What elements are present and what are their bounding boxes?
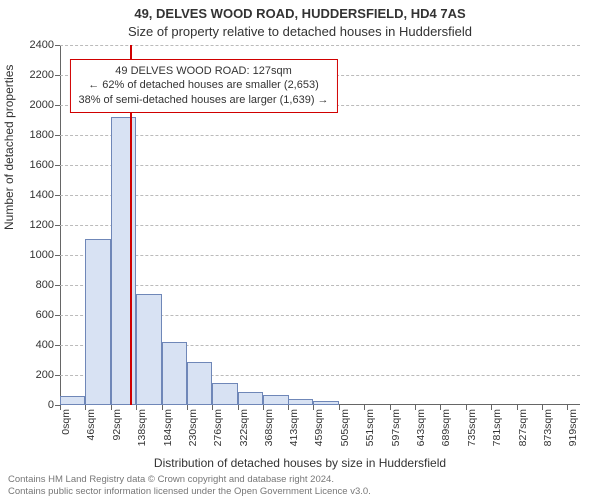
- y-tick-label: 0: [48, 399, 54, 411]
- chart-title-line1: 49, DELVES WOOD ROAD, HUDDERSFIELD, HD4 …: [0, 6, 600, 21]
- annotation-line: 49 DELVES WOOD ROAD: 127sqm: [78, 64, 328, 79]
- histogram-bar: [111, 117, 136, 405]
- y-tick-mark: [55, 105, 60, 106]
- annotation-box: 49 DELVES WOOD ROAD: 127sqm← 62% of deta…: [69, 59, 337, 114]
- x-tick-label: 276sqm: [212, 409, 224, 446]
- histogram-bar: [85, 239, 110, 406]
- y-tick-label: 400: [36, 339, 54, 351]
- histogram-bar: [263, 395, 288, 406]
- y-tick-label: 1000: [30, 249, 54, 261]
- histogram-bar: [313, 401, 338, 406]
- footer-line1: Contains HM Land Registry data © Crown c…: [8, 474, 592, 486]
- y-gridline: [60, 255, 580, 256]
- histogram-bar: [212, 383, 237, 406]
- x-tick-label: 230sqm: [187, 409, 199, 446]
- y-gridline: [60, 285, 580, 286]
- y-gridline: [60, 45, 580, 46]
- y-axis-label: Number of detached properties: [2, 65, 16, 230]
- x-axis-label: Distribution of detached houses by size …: [0, 456, 600, 470]
- x-tick-label: 46sqm: [85, 409, 97, 441]
- x-tick-label: 0sqm: [60, 409, 72, 435]
- y-tick-mark: [55, 195, 60, 196]
- y-tick-mark: [55, 285, 60, 286]
- x-tick-label: 505sqm: [339, 409, 351, 446]
- x-tick-label: 827sqm: [517, 409, 529, 446]
- y-gridline: [60, 165, 580, 166]
- histogram-bar: [238, 392, 263, 406]
- x-tick-label: 551sqm: [364, 409, 376, 446]
- y-tick-mark: [55, 345, 60, 346]
- x-tick-label: 138sqm: [136, 409, 148, 446]
- histogram-bar: [187, 362, 212, 406]
- y-tick-mark: [55, 45, 60, 46]
- y-tick-mark: [55, 375, 60, 376]
- y-tick-mark: [55, 225, 60, 226]
- histogram-bar: [136, 294, 161, 405]
- y-tick-label: 1400: [30, 189, 54, 201]
- y-tick-label: 2000: [30, 99, 54, 111]
- y-tick-label: 800: [36, 279, 54, 291]
- x-tick-label: 873sqm: [542, 409, 554, 446]
- footer-line2: Contains public sector information licen…: [8, 486, 592, 498]
- x-tick-label: 919sqm: [567, 409, 579, 446]
- y-tick-mark: [55, 165, 60, 166]
- footer-attribution: Contains HM Land Registry data © Crown c…: [8, 474, 592, 498]
- y-tick-label: 2200: [30, 69, 54, 81]
- annotation-line: 38% of semi-detached houses are larger (…: [78, 93, 328, 108]
- y-tick-mark: [55, 255, 60, 256]
- y-tick-mark: [55, 75, 60, 76]
- x-tick-label: 92sqm: [111, 409, 123, 441]
- x-tick-label: 643sqm: [415, 409, 427, 446]
- x-tick-label: 184sqm: [162, 409, 174, 446]
- plot-area: 0200400600800100012001400160018002000220…: [60, 45, 580, 405]
- chart-title-line2: Size of property relative to detached ho…: [0, 24, 600, 39]
- chart-container: 49, DELVES WOOD ROAD, HUDDERSFIELD, HD4 …: [0, 0, 600, 500]
- x-tick-label: 322sqm: [238, 409, 250, 446]
- y-tick-label: 600: [36, 309, 54, 321]
- x-tick-label: 781sqm: [491, 409, 503, 446]
- x-tick-label: 368sqm: [263, 409, 275, 446]
- y-tick-mark: [55, 315, 60, 316]
- y-tick-mark: [55, 135, 60, 136]
- x-tick-label: 413sqm: [288, 409, 300, 446]
- histogram-bar: [162, 342, 187, 405]
- y-tick-label: 2400: [30, 39, 54, 51]
- histogram-bar: [288, 399, 313, 405]
- x-tick-label: 597sqm: [390, 409, 402, 446]
- y-tick-label: 1600: [30, 159, 54, 171]
- y-gridline: [60, 135, 580, 136]
- x-tick-label: 689sqm: [440, 409, 452, 446]
- y-gridline: [60, 225, 580, 226]
- y-tick-label: 1800: [30, 129, 54, 141]
- x-tick-label: 735sqm: [466, 409, 478, 446]
- y-gridline: [60, 195, 580, 196]
- annotation-line: ← 62% of detached houses are smaller (2,…: [78, 78, 328, 93]
- y-tick-label: 1200: [30, 219, 54, 231]
- histogram-bar: [60, 396, 85, 405]
- y-tick-label: 200: [36, 369, 54, 381]
- x-tick-label: 459sqm: [313, 409, 325, 446]
